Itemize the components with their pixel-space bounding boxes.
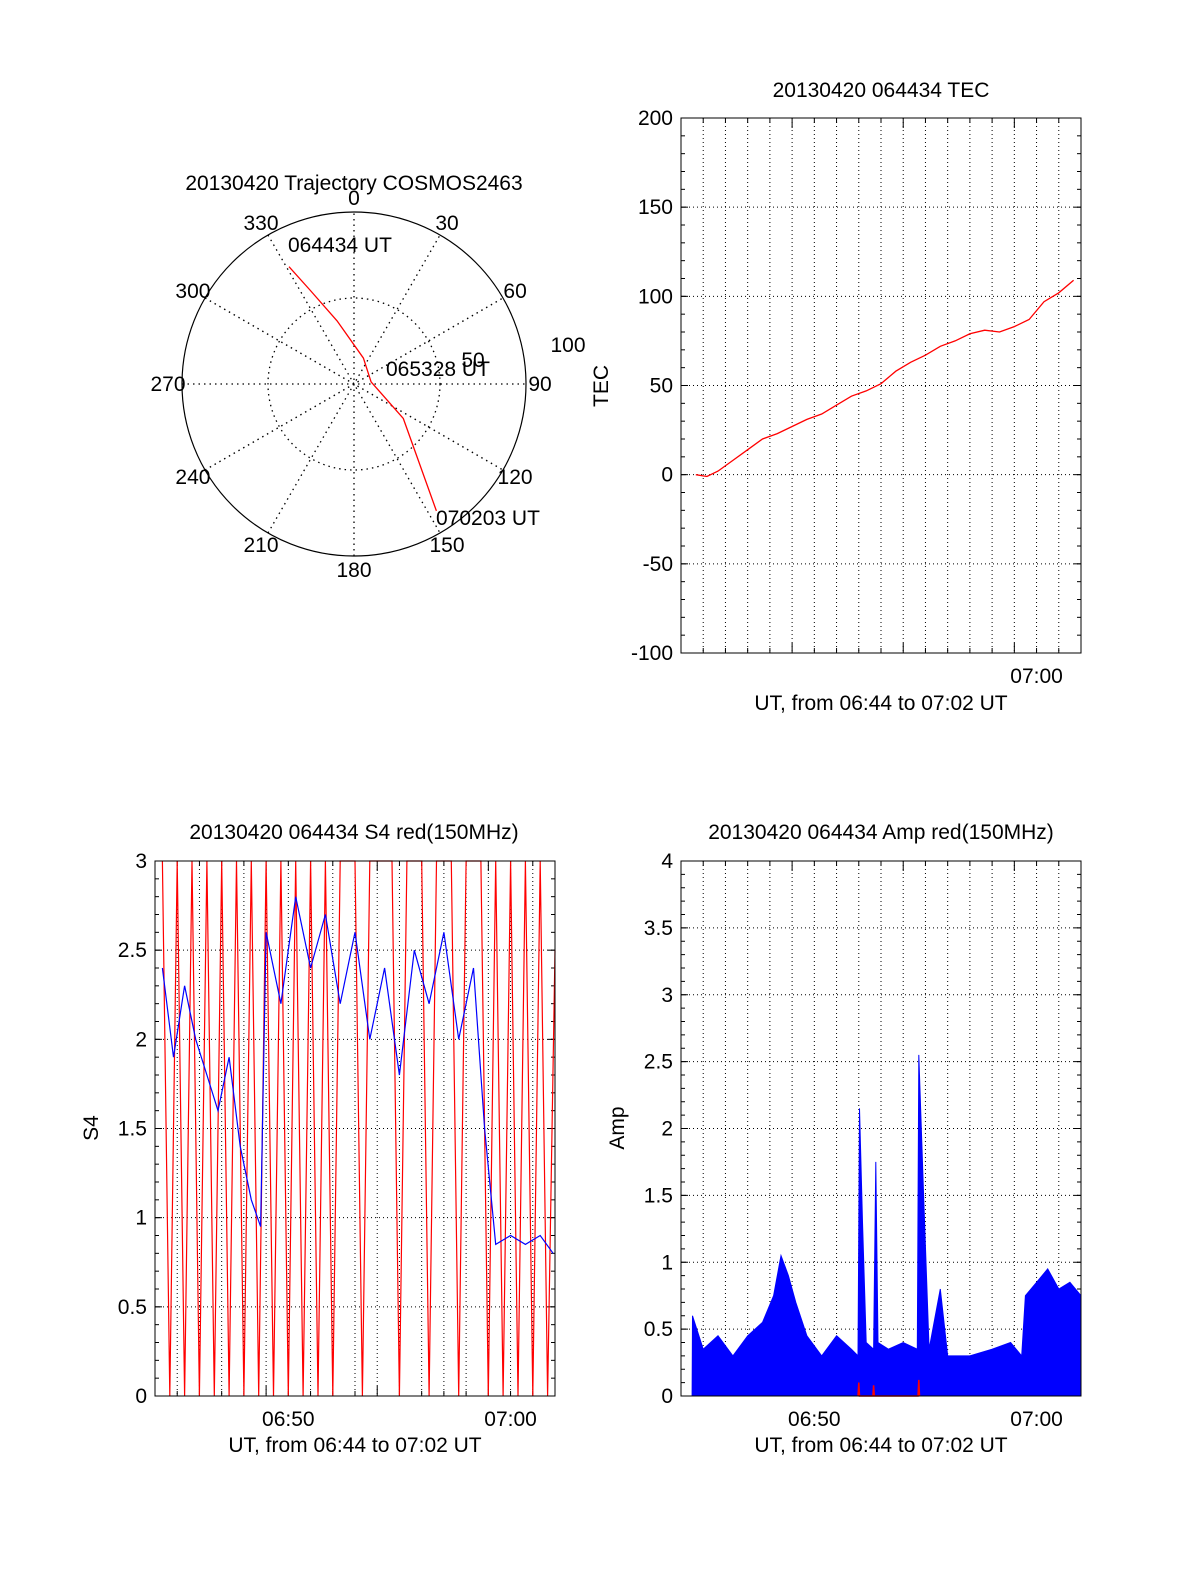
x-tick-label: 07:00 xyxy=(1010,665,1063,688)
azimuth-tick-label: 120 xyxy=(498,466,533,489)
s4-red-series-line xyxy=(161,860,556,1397)
tec-panel: 20130420 064434 TEC 200150100500-50-100 … xyxy=(590,79,1082,715)
x-tick-label: 06:50 xyxy=(788,1408,841,1431)
y-tick-label: 2.5 xyxy=(644,1051,673,1074)
y-tick-label: 3 xyxy=(661,984,673,1007)
y-tick-label: 1 xyxy=(661,1251,673,1274)
azimuth-tick-label: 330 xyxy=(243,212,278,235)
y-tick-label: 0.5 xyxy=(644,1318,673,1341)
trajectory-line xyxy=(288,266,438,512)
polar-inner-circle xyxy=(267,297,441,471)
tec-series-line xyxy=(695,279,1075,478)
azimuth-tick-label: 270 xyxy=(150,373,185,396)
s4-x-tick-labels: 06:50 07:00 xyxy=(262,1408,537,1431)
trajectory-title: 20130420 Trajectory COSMOS2463 xyxy=(185,172,522,195)
polar-grid xyxy=(181,211,527,557)
amp-title: 20130420 064434 Amp red(150MHz) xyxy=(708,821,1054,844)
s4-axes-frame xyxy=(154,860,556,1397)
s4-blue-series-line xyxy=(161,896,554,1254)
tec-grid xyxy=(681,117,1081,654)
x-tick-label: 07:00 xyxy=(1010,1408,1063,1431)
azimuth-tick-label: 240 xyxy=(175,466,210,489)
y-tick-label: 4 xyxy=(661,850,673,873)
y-tick-label: 1 xyxy=(135,1207,147,1230)
y-tick-label: 2 xyxy=(135,1028,147,1051)
y-tick-label: -100 xyxy=(631,642,673,665)
y-tick-label: 3 xyxy=(135,850,147,873)
azimuth-tick-label: 60 xyxy=(503,280,526,303)
y-tick-label: 2.5 xyxy=(118,939,147,962)
tec-y-label: TEC xyxy=(590,365,613,407)
y-tick-label: 50 xyxy=(650,375,673,398)
y-tick-label: 2 xyxy=(661,1118,673,1141)
tec-x-label: UT, from 06:44 to 07:02 UT xyxy=(754,692,1007,715)
amp-grid xyxy=(681,860,1081,1397)
y-tick-label: 0.5 xyxy=(118,1296,147,1319)
azimuth-tick-label: 300 xyxy=(175,280,210,303)
y-tick-label: 100 xyxy=(638,285,673,308)
trajectory-start-label: 064434 UT xyxy=(288,234,392,257)
tec-title: 20130420 064434 TEC xyxy=(773,79,990,102)
amp-x-tick-labels: 06:50 07:00 xyxy=(788,1408,1063,1431)
azimuth-tick-label: 0 xyxy=(348,187,360,210)
y-tick-label: 3.5 xyxy=(644,917,673,940)
tec-axes-frame xyxy=(680,117,1082,654)
ring-label-50: 50 xyxy=(461,349,484,372)
amp-y-tick-labels: 4 3.5 3 2.5 2 1.5 1 0.5 0 xyxy=(644,850,674,1408)
azimuth-tick-label: 90 xyxy=(528,373,551,396)
polar-azimuth-ticks: 0 30 60 90 120 150 180 210 240 270 300 330 xyxy=(150,187,551,582)
amp-blue-series-area xyxy=(691,1054,1082,1397)
y-tick-label: 0 xyxy=(661,1385,673,1408)
x-tick-label: 06:50 xyxy=(262,1408,315,1431)
azimuth-tick-label: 30 xyxy=(435,212,458,235)
y-tick-label: 150 xyxy=(638,196,673,219)
azimuth-tick-label: 150 xyxy=(429,534,464,557)
y-tick-label: 200 xyxy=(638,107,673,130)
tec-y-tick-labels: 200 150 100 50 0 -50 -100 xyxy=(631,107,673,665)
trajectory-panel: 20130420 Trajectory COSMOS2463 0 30 60 90 12… xyxy=(150,172,585,582)
y-tick-label: 1.5 xyxy=(118,1118,147,1141)
s4-x-label: UT, from 06:44 to 07:02 UT xyxy=(228,1434,481,1457)
y-tick-label: 0 xyxy=(661,464,673,487)
s4-title: 20130420 064434 S4 red(150MHz) xyxy=(189,821,518,844)
amp-axes-frame xyxy=(680,860,1082,1397)
amp-x-label: UT, from 06:44 to 07:02 UT xyxy=(754,1434,1007,1457)
s4-y-tick-labels: 3 2.5 2 1.5 1 0.5 0 xyxy=(118,850,147,1408)
amp-panel: 20130420 064434 Amp red(150MHz) 4 3.5 3 2.5… xyxy=(606,821,1082,1457)
x-tick-label: 07:00 xyxy=(484,1408,537,1431)
trajectory-end-label: 070203 UT xyxy=(436,507,540,530)
amp-y-label: Amp xyxy=(606,1106,629,1149)
s4-y-label: S4 xyxy=(80,1115,103,1141)
ring-label-100: 100 xyxy=(550,334,585,357)
tec-x-tick-labels: 07:00 xyxy=(1010,665,1063,688)
trajectory-mid-label: 065328 UT xyxy=(386,358,490,381)
polar-spoke xyxy=(267,234,441,534)
azimuth-tick-label: 210 xyxy=(243,534,278,557)
y-tick-label: 0 xyxy=(135,1385,147,1408)
y-tick-label: -50 xyxy=(643,553,673,576)
s4-panel: 20130420 064434 S4 red(150MHz) 3 2.5 2 1.5 1… xyxy=(80,821,556,1457)
y-tick-label: 1.5 xyxy=(644,1184,673,1207)
azimuth-tick-label: 180 xyxy=(336,559,371,582)
amp-red-series-line xyxy=(857,1379,921,1397)
